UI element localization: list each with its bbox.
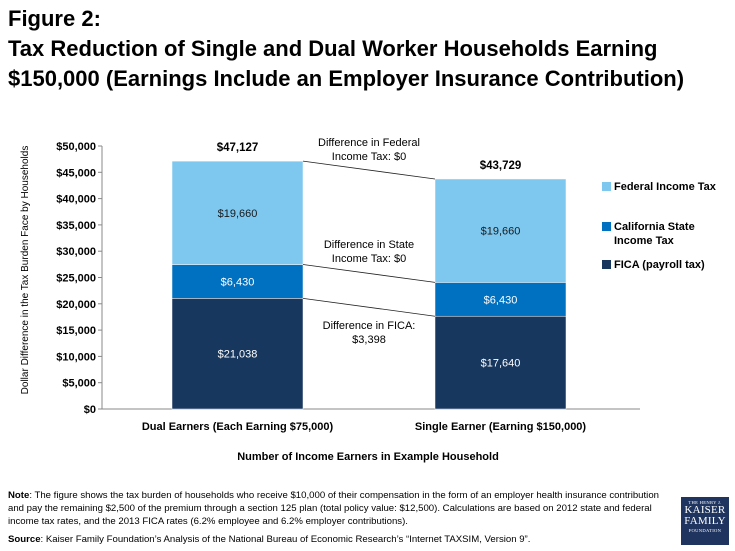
source-label: Source: [8, 534, 41, 545]
figure-title: Figure 2: Tax Reduction of Single and Du…: [8, 4, 728, 94]
annotation-federal: Difference in Federal: [318, 137, 420, 149]
legend-label: Federal Income Tax: [614, 181, 717, 193]
legend-label: California State: [614, 221, 695, 233]
y-tick-label: $50,000: [56, 141, 96, 153]
annotation-fica: $3,398: [352, 334, 386, 346]
y-tick-label: $35,000: [56, 220, 96, 232]
bar-segment-label: $6,430: [484, 294, 518, 306]
bar-total-label: $47,127: [217, 142, 259, 154]
bar-segment: [171, 160, 304, 265]
connector-line: [302, 160, 436, 180]
logo-line-1: THE HENRY J.: [688, 500, 722, 505]
y-tick-label: $0: [84, 404, 96, 416]
y-tick-label: $10,000: [56, 351, 96, 363]
note-text: : The figure shows the tax burden of hou…: [8, 490, 659, 528]
connector-line: [302, 264, 436, 283]
stacked-bar-chart: $0 $5,000 $10,000 $15,000 $20,000 $25,000 $30,…: [20, 137, 717, 463]
legend-swatch: [602, 260, 611, 269]
kaiser-family-foundation-logo: THE HENRY J. KAISER FAMILY FOUNDATION: [681, 497, 729, 545]
bar-segment-label: $19,660: [481, 226, 521, 238]
legend-label: Income Tax: [614, 235, 675, 247]
annotation-state: Difference in State: [324, 239, 414, 251]
figure-label: Figure 2:: [8, 6, 101, 31]
source-text: : Kaiser Family Foundation’s Analysis of…: [40, 534, 531, 545]
bar-segment: [434, 282, 567, 317]
figure-title-line-2: $150,000 (Earnings Include an Employer I…: [8, 66, 685, 91]
logo-line-4: FOUNDATION: [688, 528, 722, 533]
x-category-label: Single Earner (Earning $150,000): [415, 421, 587, 433]
bar-segment-label: $19,660: [218, 208, 258, 220]
figure-title-line-1: Tax Reduction of Single and Dual Worker …: [8, 36, 658, 61]
legend-label: FICA (payroll tax): [614, 259, 705, 271]
figure-note: Note: The figure shows the tax burden of…: [8, 489, 668, 529]
y-tick-label: $20,000: [56, 299, 96, 311]
bar-segment: [434, 178, 567, 283]
figure-source: Source: Kaiser Family Foundation’s Analy…: [8, 533, 668, 546]
y-tick-label: $40,000: [56, 194, 96, 206]
note-label: Note: [8, 490, 30, 501]
annotation-fica: Difference in FICA:: [323, 320, 416, 332]
y-tick-label: $15,000: [56, 325, 96, 337]
annotation-federal: Income Tax: $0: [332, 151, 406, 163]
y-tick-label: $5,000: [62, 378, 96, 390]
y-tick-label: $25,000: [56, 273, 96, 285]
logo-line-3: FAMILY: [684, 515, 726, 527]
x-axis-title: Number of Income Earners in Example Hous…: [237, 451, 499, 463]
bar-segment: [171, 298, 304, 410]
bar-segment-label: $6,430: [221, 276, 255, 288]
x-category-label: Dual Earners (Each Earning $75,000): [142, 421, 334, 433]
y-axis-title: Dollar Difference in the Tax Burden Face…: [20, 146, 31, 395]
bar-segment: [171, 264, 304, 299]
legend-swatch: [602, 222, 611, 231]
bar-segment-label: $21,038: [218, 349, 258, 361]
annotation-state: Income Tax: $0: [332, 253, 406, 265]
connector-line: [302, 297, 436, 317]
y-tick-label: $45,000: [56, 167, 96, 179]
y-tick-label: $30,000: [56, 246, 96, 258]
legend-swatch: [602, 182, 611, 191]
bar-total-label: $43,729: [480, 160, 522, 172]
bar-segment-label: $17,640: [481, 358, 521, 370]
logo-line-2: KAISER: [684, 504, 726, 516]
